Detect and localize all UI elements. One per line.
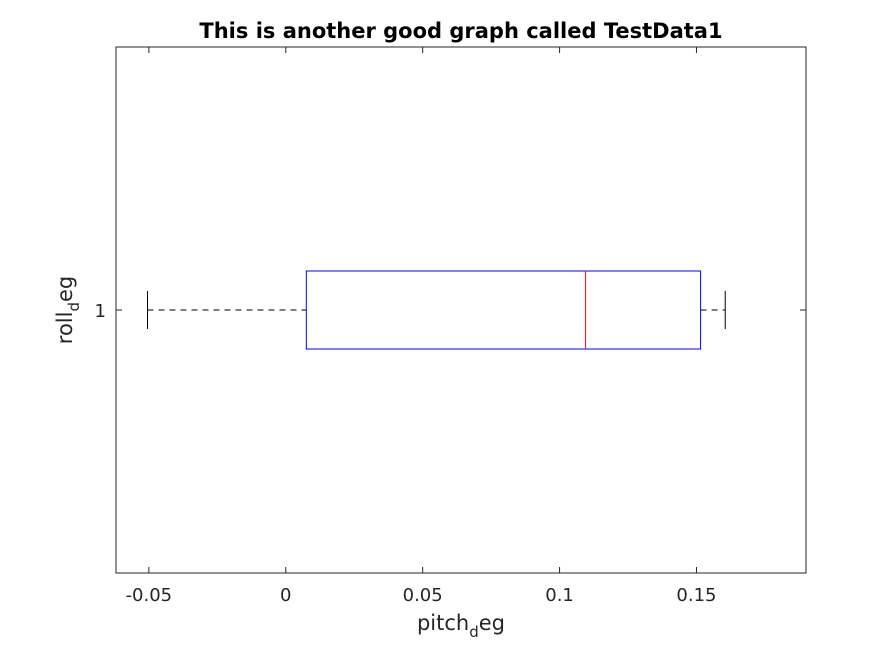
chart-title: This is another good graph called TestDa…	[199, 19, 722, 43]
y-axis-label-main: roll	[53, 312, 77, 345]
y-tick-label: 1	[95, 301, 106, 322]
x-tick-label: 0.05	[403, 585, 443, 606]
x-axis-label: pitchdeg	[417, 611, 505, 641]
plot-area: -0.05 0 0.05 0.1 0.15 1	[95, 46, 807, 606]
box-iqr	[305, 270, 702, 350]
y-axis-label: rolldeg	[53, 276, 83, 344]
x-axis-label-subscript: d	[469, 623, 479, 641]
x-tick-label: 0.1	[545, 585, 574, 606]
x-tick-label: 0	[280, 585, 291, 606]
x-axis-label-rest: eg	[479, 611, 505, 635]
y-axis-label-rest: eg	[53, 276, 77, 302]
y-axis-label-subscript: d	[65, 302, 83, 312]
x-axis-label-main: pitch	[417, 611, 469, 635]
x-tick-label: -0.05	[126, 585, 173, 606]
x-tick-label: 0.15	[676, 585, 716, 606]
